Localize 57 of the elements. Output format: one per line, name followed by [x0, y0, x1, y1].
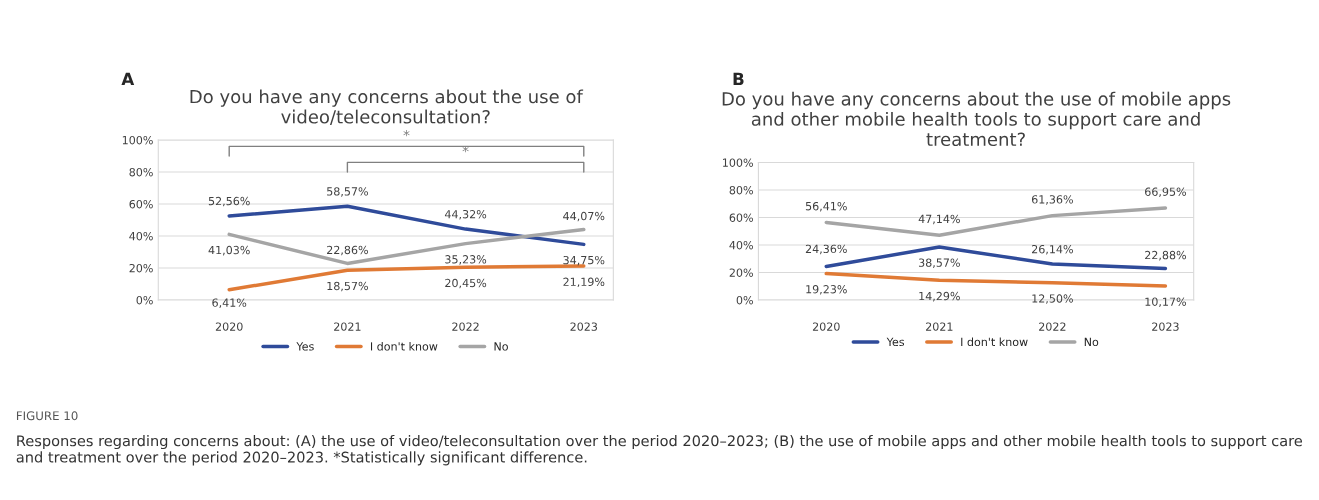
data-label: 47,14%	[918, 214, 960, 225]
text: Responses regarding concerns about: (A) the use of video/teleconsultation over the period 2020–2023; (B) the use of mobile apps and other mobile health tools to support care and treatment over the period 2020–2023. *Statistically significant difference.	[16, 435, 1303, 466]
data-label: 22,86%	[327, 245, 368, 256]
x-tick-label: 2023	[570, 322, 598, 331]
text: A	[121, 72, 135, 85]
text: B	[733, 72, 744, 85]
y-tick-label: 20%	[729, 268, 753, 277]
x-tick-label: 2020	[215, 322, 243, 331]
data-label: 12,50%	[1032, 294, 1073, 304]
data-label: 66,95%	[1145, 187, 1186, 198]
data-label: 18,57%	[327, 281, 368, 292]
y-tick-label: 60%	[129, 199, 153, 209]
y-tick-label: 40%	[129, 231, 153, 241]
legend-label: Yes	[296, 342, 314, 351]
x-tick-label: 2021	[334, 322, 361, 331]
y-tick-label: 40%	[729, 240, 753, 250]
x-tick-label: 2021	[925, 322, 953, 331]
legend-label: No	[1084, 337, 1099, 347]
y-tick-label: 60%	[729, 213, 753, 222]
data-label: 10,17%	[1145, 297, 1186, 308]
data-label: 58,57%	[327, 187, 368, 197]
y-tick-label: 100%	[122, 135, 153, 145]
legend-label: No	[494, 342, 508, 351]
data-label: 56,41%	[805, 201, 847, 212]
data-label: 14,29%	[919, 291, 960, 302]
caption: FIGURE 10	[16, 411, 78, 421]
data-label: 21,19%	[563, 277, 605, 288]
data-label: 41,03%	[208, 245, 250, 256]
data-label: 61,36%	[1031, 195, 1073, 205]
text: *	[403, 130, 410, 137]
legend-label: Yes	[886, 337, 905, 347]
data-label: 6,41%	[212, 298, 247, 308]
y-tick-label: 20%	[129, 263, 153, 273]
y-tick-label: 80%	[729, 185, 753, 195]
chart-title: Do you have any concerns about the use of mobile apps and other mobile health tools to support care and treatment?	[722, 91, 1231, 147]
data-label: 52,56%	[208, 196, 250, 207]
x-tick-label: 2023	[1152, 322, 1179, 331]
data-label: 26,14%	[1032, 244, 1073, 255]
x-tick-label: 2022	[452, 322, 479, 331]
data-label: 38,57%	[918, 258, 960, 268]
x-tick-label: 2020	[812, 322, 840, 331]
chart-title: Do you have any concerns about the use of video/teleconsultation?	[190, 89, 584, 126]
data-label: 22,88%	[1145, 250, 1186, 261]
x-tick-label: 2022	[1039, 322, 1066, 331]
legend-label: I don't know	[961, 337, 1028, 347]
data-label: 44,07%	[563, 211, 605, 222]
data-label: 19,23%	[806, 285, 847, 295]
y-tick-label: 0%	[736, 295, 753, 305]
data-label: 20,45%	[445, 278, 487, 289]
y-tick-label: 0%	[136, 295, 153, 305]
data-label: 44,32%	[444, 210, 487, 220]
y-tick-label: 80%	[129, 167, 153, 177]
data-label: 34,75%	[563, 255, 605, 266]
y-tick-label: 100%	[723, 158, 753, 167]
data-label: 24,36%	[805, 244, 847, 255]
data-label: 35,23%	[445, 255, 487, 265]
legend-label: I don't know	[370, 342, 438, 351]
